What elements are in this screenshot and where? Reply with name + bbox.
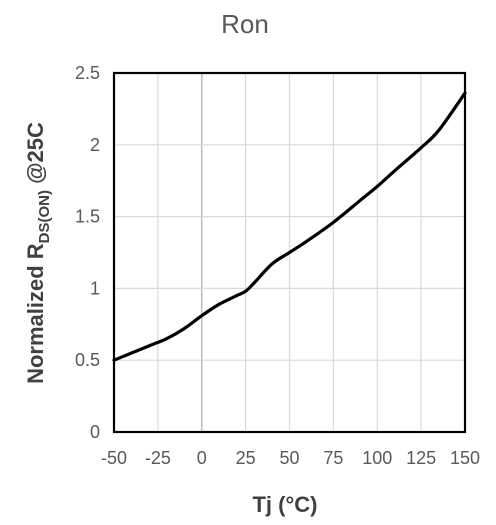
y-tick-label: 1.5 bbox=[75, 207, 100, 227]
y-axis-label: Normalized RDS(ON) @25C bbox=[23, 122, 53, 384]
y-tick-label: 2 bbox=[90, 135, 100, 155]
axes: -50 -25 0 25 50 75 100 125 150 0 0.5 1 1.5 2 2.5 bbox=[75, 63, 480, 468]
y-axis-label-main: Normalized R bbox=[23, 243, 48, 384]
x-tick-label: 150 bbox=[450, 448, 480, 468]
x-tick-label: 25 bbox=[236, 448, 256, 468]
series-layer bbox=[112, 91, 467, 362]
x-tick-label: -25 bbox=[145, 448, 171, 468]
x-tick-label: 50 bbox=[279, 448, 299, 468]
chart-title: Ron bbox=[221, 9, 269, 39]
x-tick-label: 0 bbox=[197, 448, 207, 468]
y-tick-label: 0.5 bbox=[75, 350, 100, 370]
y-tick-label: 1 bbox=[90, 278, 100, 298]
x-axis-label: Tj (°C) bbox=[252, 492, 317, 517]
y-tick-label: 0 bbox=[90, 422, 100, 442]
y-tick-label: 2.5 bbox=[75, 63, 100, 83]
series-line-ron bbox=[112, 91, 467, 362]
plot-frame bbox=[112, 71, 467, 434]
x-tick-label: -50 bbox=[101, 448, 127, 468]
x-tick-label: 100 bbox=[362, 448, 392, 468]
x-tick-label: 75 bbox=[323, 448, 343, 468]
y-axis-label-subscript: DS(ON) bbox=[36, 190, 53, 243]
x-tick-label: 125 bbox=[406, 448, 436, 468]
y-axis-label-suffix: @25C bbox=[23, 122, 48, 190]
